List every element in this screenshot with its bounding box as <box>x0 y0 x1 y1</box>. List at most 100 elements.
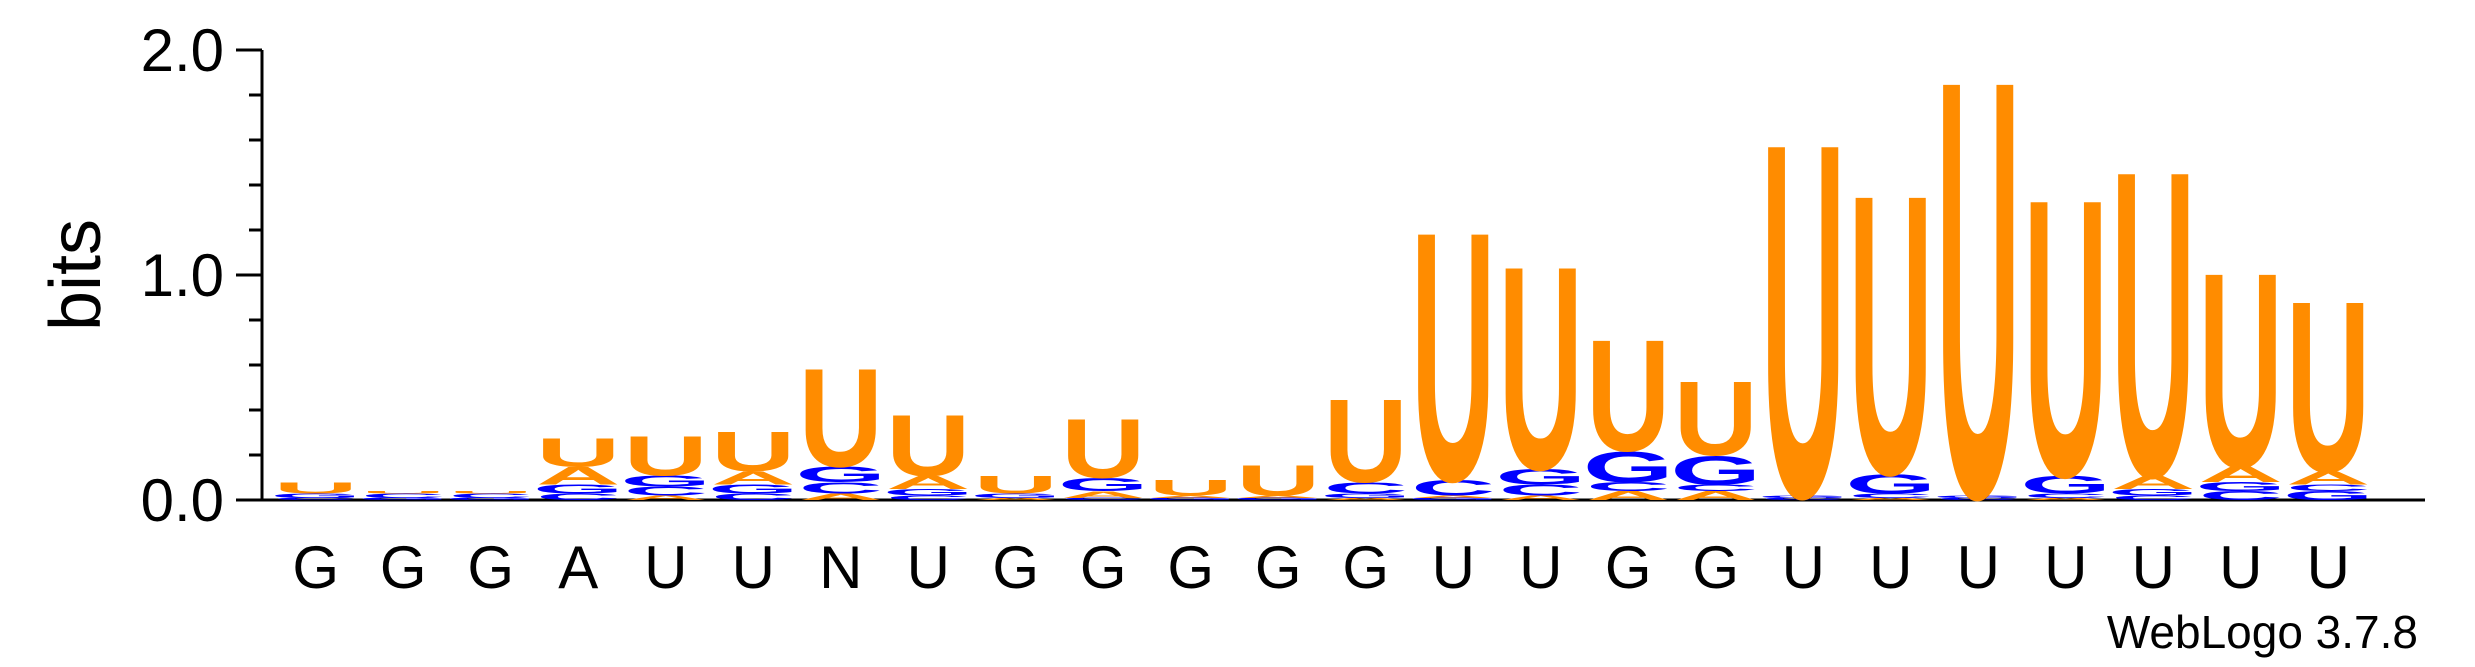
weblogo-credit: WebLogo 3.7.8 <box>2107 606 2418 658</box>
logo-letter-c: C <box>1061 497 1145 500</box>
logo-letter-c: C <box>1324 479 1408 496</box>
logo-letter-c: C <box>1499 481 1583 498</box>
logo-letter-g: G <box>1670 448 1761 494</box>
logo-letter-a: A <box>886 472 970 493</box>
x-position-label: U <box>644 534 687 601</box>
logo-letter-u: U <box>624 425 708 488</box>
logo-letter-u: U <box>711 420 795 483</box>
x-position-label: U <box>1782 534 1825 601</box>
x-position-label: U <box>2307 534 2350 601</box>
y-tick-label-0: 0.0 <box>141 467 224 534</box>
logo-letter-u: U <box>536 430 620 476</box>
x-position-label: U <box>2044 534 2087 601</box>
logo-letter-c: C <box>361 492 445 499</box>
logo-letter-c: C <box>2199 489 2283 503</box>
y-tick-label-2: 2.0 <box>141 17 224 84</box>
logo-letter-a: A <box>1236 495 1320 498</box>
x-position-label: G <box>1605 534 1652 601</box>
logo-letter-c: C <box>1674 483 1758 494</box>
logo-letter-c: C <box>886 494 970 501</box>
logo-letter-u: U <box>1324 374 1408 507</box>
logo-letter-g: G <box>1408 497 1499 500</box>
x-position-label: U <box>1869 534 1912 601</box>
logo-letter-a: A <box>2286 467 2370 488</box>
logo-letter-g: G <box>2283 489 2374 503</box>
logo-letter-g: G <box>1233 497 1324 500</box>
logo-letter-a: A <box>1674 489 1758 503</box>
x-position-label: G <box>380 534 427 601</box>
logo-letter-c: C <box>799 479 883 496</box>
x-position-label: G <box>1692 534 1739 601</box>
logo-letter-u: U <box>2111 79 2195 568</box>
logo-letter-g: G <box>2108 487 2199 498</box>
x-position-label: U <box>907 534 950 601</box>
logo-letter-c: C <box>536 492 620 503</box>
logo-letter-g: G <box>708 482 799 496</box>
y-tick-label-1: 1.0 <box>141 242 224 309</box>
logo-letter-g: G <box>1145 497 1236 500</box>
logo-letter-u: U <box>449 490 533 493</box>
logo-letter-c: C <box>1586 480 1670 494</box>
logo-letter-u: U <box>274 479 358 496</box>
x-position-label: G <box>292 534 339 601</box>
logo-letter-g: G <box>1320 492 1411 499</box>
x-position-label: N <box>819 534 862 601</box>
logo-letter-u: U <box>1149 476 1233 500</box>
x-position-label: U <box>1519 534 1562 601</box>
logo-letter-u: U <box>886 396 970 494</box>
logo-letter-u: U <box>799 340 883 497</box>
logo-letter-a: A <box>974 497 1058 500</box>
logo-letter-a: A <box>1499 494 1583 501</box>
logo-letter-g: G <box>1933 495 2024 498</box>
logo-letter-c: C <box>1761 497 1845 500</box>
logo-letter-u: U <box>361 490 445 493</box>
logo-letter-g: G <box>358 497 449 500</box>
logo-letter-c: C <box>1411 476 1495 500</box>
x-position-label: U <box>732 534 775 601</box>
logo-letter-a: A <box>1586 489 1670 503</box>
logo-letter-c: C <box>624 484 708 498</box>
logo-letter-c: C <box>1849 492 1933 499</box>
logo-letter-a: A <box>1411 495 1495 498</box>
x-position-label: U <box>1432 534 1475 601</box>
logo-letter-u: U <box>1849 112 1933 559</box>
x-position-label: U <box>1957 534 2000 601</box>
logo-letter-g: G <box>883 487 974 498</box>
x-position-label: G <box>992 534 1039 601</box>
logo-letter-g: G <box>270 492 361 499</box>
logo-letter-a: A <box>1324 497 1408 500</box>
logo-letter-a: A <box>711 467 795 488</box>
logo-letter-u: U <box>1761 37 1845 603</box>
logo-letter-g: G <box>1495 464 1586 488</box>
logo-letter-u: U <box>974 471 1058 499</box>
logo-letter-g: G <box>1058 474 1149 495</box>
logo-letter-c: C <box>711 492 795 503</box>
x-position-label: U <box>2219 534 2262 601</box>
logo-letter-a: A <box>2199 462 2283 486</box>
x-position-label: G <box>1080 534 1127 601</box>
x-position-label: G <box>1342 534 1389 601</box>
x-position-label: U <box>2132 534 2175 601</box>
logo-letter-u: U <box>2199 216 2283 526</box>
logo-letter-a: A <box>624 494 708 501</box>
logo-letter-c: C <box>2024 492 2108 499</box>
x-position-label: G <box>1255 534 1302 601</box>
logo-letter-a: A <box>2024 497 2108 500</box>
logo-letter-g: G <box>620 472 711 489</box>
logo-letter-u: U <box>1936 0 2020 623</box>
logo-letter-u: U <box>1061 401 1145 495</box>
logo-letter-c: C <box>274 497 358 500</box>
logo-letter-a: A <box>536 462 620 490</box>
y-axis-label: bits <box>36 219 116 331</box>
logo-letter-a: A <box>1061 489 1145 500</box>
logo-letter-a: A <box>799 492 883 503</box>
logo-letter-u: U <box>1411 159 1495 557</box>
logo-letter-u: U <box>1236 456 1320 505</box>
logo-letter-g: G <box>1583 442 1674 491</box>
logo-letter-c: C <box>2286 483 2370 494</box>
logo-letter-g: G <box>795 462 886 486</box>
logo-letter-g: G <box>445 497 536 500</box>
